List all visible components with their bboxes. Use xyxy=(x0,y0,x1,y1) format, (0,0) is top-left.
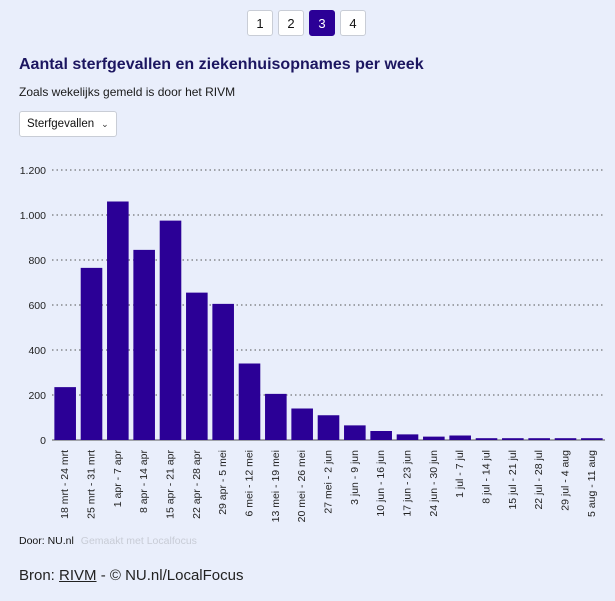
bar[interactable] xyxy=(370,431,392,440)
source-prefix: Bron: xyxy=(19,567,60,584)
source-suffix: - © NU.nl/LocalFocus xyxy=(96,567,244,584)
y-tick-label: 600 xyxy=(28,300,46,312)
x-tick-label: 17 jun - 23 jun xyxy=(402,450,414,517)
bar[interactable] xyxy=(212,303,234,440)
bar-chart: 0 200 400 600 800 1.000 1.200 18 mrt - 24 mrt 25… xyxy=(20,165,605,522)
bar[interactable] xyxy=(317,415,340,440)
bar[interactable] xyxy=(265,393,287,440)
x-tick-label: 3 jun - 9 jun xyxy=(349,450,361,505)
y-tick-label: 1.000 xyxy=(20,210,46,222)
x-tick-label: 15 apr - 21 apr xyxy=(165,450,177,519)
x-tick-label: 6 mei - 12 mei xyxy=(244,450,256,517)
x-tick-label: 29 jul - 4 aug xyxy=(560,450,572,511)
x-tick-label: 10 jun - 16 jun xyxy=(375,450,387,517)
credits-by: Door: NU.nl xyxy=(19,535,74,547)
x-tick-label: 8 apr - 14 apr xyxy=(138,450,150,514)
page-button-3[interactable]: 3 xyxy=(309,10,335,36)
bar[interactable] xyxy=(54,387,76,440)
bar[interactable] xyxy=(396,434,419,440)
x-tick-label: 20 mei - 26 mei xyxy=(296,450,308,522)
bar[interactable] xyxy=(291,408,313,441)
chevron-down-icon: ⌄ xyxy=(101,118,109,129)
x-tick-label: 27 mei - 2 jun xyxy=(323,450,335,514)
chart-title: Aantal sterfgevallen en ziekenhuisopname… xyxy=(19,56,424,73)
x-tick-label: 24 jun - 30 jun xyxy=(428,450,440,517)
metric-select[interactable]: Sterfgevallen ⌄ xyxy=(19,111,117,137)
bar[interactable] xyxy=(554,438,577,440)
credits: Door: NU.nl Gemaakt met Localfocus xyxy=(19,535,197,547)
y-tick-label: 1.200 xyxy=(20,165,46,177)
x-tick-label: 15 jul - 21 jul xyxy=(507,450,519,510)
page-button-2[interactable]: 2 xyxy=(278,10,304,36)
bar[interactable] xyxy=(159,220,182,440)
x-tick-label: 8 jul - 14 jul xyxy=(481,450,493,504)
bar[interactable] xyxy=(502,438,524,440)
x-tick-label: 22 apr - 28 apr xyxy=(191,450,203,519)
source-line: Bron: RIVM - © NU.nl/LocalFocus xyxy=(19,567,243,584)
y-tick-label: 200 xyxy=(28,390,46,402)
bar[interactable] xyxy=(238,363,261,441)
bar[interactable] xyxy=(423,436,445,440)
y-tick-label: 400 xyxy=(28,345,46,357)
x-tick-label: 13 mei - 19 mei xyxy=(270,450,282,522)
bar[interactable] xyxy=(344,425,366,440)
y-tick-label: 800 xyxy=(28,255,46,267)
bar[interactable] xyxy=(107,201,129,441)
x-tick-label: 1 apr - 7 apr xyxy=(112,450,124,508)
x-tick-label: 18 mrt - 24 mrt xyxy=(59,450,71,519)
bar[interactable] xyxy=(449,435,471,441)
bar[interactable] xyxy=(528,438,550,440)
page-button-1[interactable]: 1 xyxy=(247,10,273,36)
source-link-rivm[interactable]: RIVM xyxy=(59,567,97,584)
x-tick-label: 22 jul - 28 jul xyxy=(533,450,545,510)
metric-select-value: Sterfgevallen xyxy=(27,118,95,130)
bar[interactable] xyxy=(475,438,498,440)
x-tick-label: 29 apr - 5 mei xyxy=(217,450,229,515)
bar[interactable] xyxy=(186,292,208,440)
credits-made-with[interactable]: Gemaakt met Localfocus xyxy=(80,535,197,547)
bar[interactable] xyxy=(133,249,155,440)
bar[interactable] xyxy=(581,438,603,440)
x-tick-label: 1 jul - 7 jul xyxy=(454,450,466,498)
chart-subtitle: Zoals wekelijks gemeld is door het RIVM xyxy=(19,85,236,99)
page-button-4[interactable]: 4 xyxy=(340,10,366,36)
y-tick-label: 0 xyxy=(40,435,46,447)
x-tick-label: 25 mrt - 31 mrt xyxy=(86,450,98,519)
x-tick-label: 5 aug - 11 aug xyxy=(586,450,598,517)
bar[interactable] xyxy=(80,267,103,440)
